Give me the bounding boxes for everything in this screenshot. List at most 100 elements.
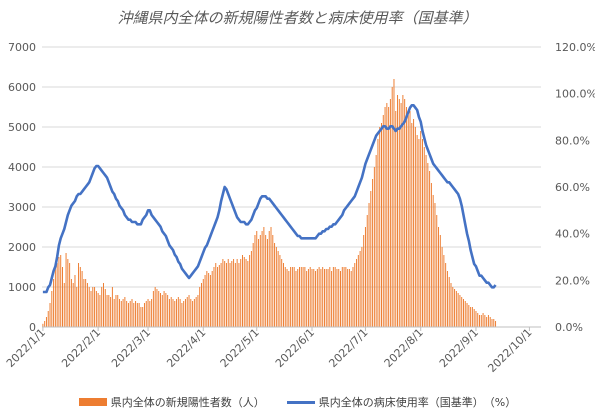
bar — [117, 295, 119, 327]
bar — [168, 299, 170, 327]
bar — [154, 287, 156, 327]
y-right-tick-label: 80.0% — [555, 134, 590, 147]
bar — [113, 299, 115, 327]
bar — [354, 263, 356, 327]
bar — [83, 279, 85, 327]
bar — [222, 259, 224, 327]
bar — [69, 263, 71, 327]
bar — [338, 269, 340, 327]
bar — [302, 267, 304, 327]
bar — [282, 263, 284, 327]
bar — [145, 301, 147, 327]
y-right-tick-label: 40.0% — [555, 228, 590, 241]
bar — [448, 277, 450, 327]
bar — [127, 303, 129, 327]
bar — [99, 295, 101, 327]
bar — [364, 227, 366, 327]
bar — [432, 195, 434, 327]
bar — [436, 215, 438, 327]
bar — [131, 299, 133, 327]
bar — [425, 155, 427, 327]
bar — [88, 287, 90, 327]
bar — [170, 297, 172, 327]
bar — [209, 275, 211, 327]
x-tick-label: 2022/7/1 — [326, 326, 370, 370]
bar — [274, 243, 276, 327]
y-right-tick-label: 60.0% — [555, 181, 590, 194]
bar — [487, 315, 489, 327]
bar — [206, 271, 208, 327]
bar — [284, 267, 286, 327]
bar — [395, 111, 397, 327]
bar — [279, 255, 281, 327]
bar — [224, 261, 226, 327]
bar — [304, 267, 306, 327]
bar — [49, 303, 51, 327]
bar — [441, 247, 443, 327]
bar — [306, 271, 308, 327]
bar — [405, 107, 407, 327]
bar — [115, 295, 117, 327]
bar — [359, 251, 361, 327]
x-tick-label: 2022/1/1 — [4, 326, 48, 370]
bar — [391, 87, 393, 327]
bar — [454, 289, 456, 327]
bar — [190, 299, 192, 327]
bar — [259, 235, 261, 327]
bar — [161, 295, 163, 327]
bar — [418, 139, 420, 327]
bar — [199, 287, 201, 327]
bar — [493, 319, 495, 327]
bar — [94, 287, 96, 327]
bar — [445, 263, 447, 327]
bar — [240, 259, 242, 327]
bar — [373, 167, 375, 327]
y-right-tick-label: 0.0% — [555, 321, 583, 334]
x-tick-label: 2022/2/1 — [59, 326, 103, 370]
bar — [183, 301, 185, 327]
bar — [140, 307, 142, 327]
bar — [452, 287, 454, 327]
bar — [120, 301, 122, 327]
bar — [281, 259, 283, 327]
bed-usage-line — [42, 104, 497, 294]
bar — [136, 303, 138, 327]
bar — [300, 267, 302, 327]
bar — [252, 243, 254, 327]
bar — [233, 259, 235, 327]
bar — [297, 269, 299, 327]
bar — [295, 271, 297, 327]
bar — [323, 269, 325, 327]
bar — [193, 299, 195, 327]
bar — [163, 291, 165, 327]
bar — [195, 297, 197, 327]
bar — [70, 279, 72, 327]
bar — [204, 275, 206, 327]
bar — [177, 297, 179, 327]
bar — [102, 283, 104, 327]
bar — [320, 269, 322, 327]
bar — [135, 301, 137, 327]
bar — [268, 231, 270, 327]
bar — [78, 263, 80, 327]
legend-item-bars: 県内全体の新規陽性者数（人） — [78, 394, 265, 410]
bar — [325, 269, 327, 327]
bar — [322, 267, 324, 327]
bar — [129, 301, 131, 327]
bar — [316, 269, 318, 327]
bar — [201, 283, 202, 327]
bar — [85, 279, 87, 327]
bar — [315, 271, 317, 327]
bar — [345, 267, 347, 327]
bar — [133, 303, 135, 327]
bar — [407, 115, 409, 327]
bar — [462, 299, 464, 327]
bar — [347, 269, 349, 327]
bar — [51, 291, 53, 327]
bar — [76, 287, 78, 327]
bar — [65, 253, 67, 327]
bar — [482, 313, 484, 327]
bar — [74, 275, 76, 327]
legend-swatch-bars — [78, 398, 107, 406]
bar — [341, 267, 343, 327]
